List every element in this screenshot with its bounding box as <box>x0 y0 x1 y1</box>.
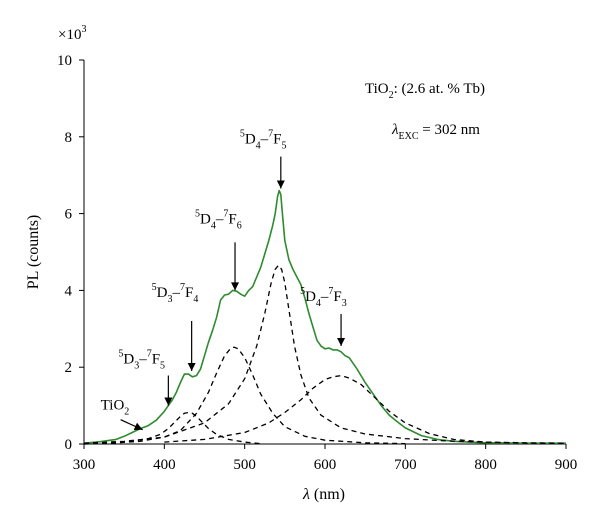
y-axis-title: PL (counts) <box>25 215 42 290</box>
pl-spectrum-line <box>83 189 566 444</box>
fitted-peak-line <box>164 374 567 445</box>
transition-label: 5D4–7F6 <box>195 208 242 231</box>
excitation-label: λEXC = 302 nm <box>391 122 480 142</box>
x-tick-label: 600 <box>314 457 337 473</box>
annotation-arrowhead <box>231 282 240 291</box>
annotation-arrowhead <box>133 422 143 431</box>
x-ticks: 300 400 500 600 700 800 900 <box>73 444 578 473</box>
x-tick-label: 500 <box>233 457 256 473</box>
y-tick-label: 6 <box>65 207 73 223</box>
x-axis-title: λ (nm) <box>302 486 345 503</box>
y-ticks: 0 2 4 6 8 10 <box>57 53 84 453</box>
x-tick-label: 800 <box>474 457 497 473</box>
y-tick-label: 10 <box>57 53 72 69</box>
x-tick-label: 300 <box>73 457 96 473</box>
y-tick-label: 4 <box>65 283 73 299</box>
annotation-arrowhead <box>187 362 196 371</box>
annotation-arrowhead <box>164 397 173 406</box>
transition-label: 5D4–7F3 <box>300 286 347 309</box>
transition-label: 5D3–7F4 <box>152 282 199 305</box>
x-tick-label: 700 <box>394 457 417 473</box>
y-tick-label: 0 <box>65 437 73 453</box>
x-tick-label: 400 <box>153 457 176 473</box>
y-multiplier: ×103 <box>58 24 86 43</box>
fitted-peak-line <box>83 346 406 445</box>
x-tick-label: 900 <box>555 457 578 473</box>
y-tick-label: 2 <box>65 360 73 376</box>
fitted-peak-line <box>83 264 567 444</box>
annotation-arrowhead <box>337 338 346 346</box>
series-layer <box>83 189 567 445</box>
fitted-peak-line <box>83 411 261 445</box>
annotation-layer: TiO2 5D3–7F5 5D3–7F4 5D4–7F6 5D4–7F5 5D4–7F3 <box>101 129 347 431</box>
transition-label: TiO2 <box>101 398 130 418</box>
sample-label: TiO2: (2.6 at. % Tb) <box>365 81 485 101</box>
annotation-arrowhead <box>276 180 285 189</box>
transition-label: 5D3–7F5 <box>118 349 165 372</box>
transition-label: 5D4–7F5 <box>240 129 287 152</box>
y-tick-label: 8 <box>65 130 73 146</box>
